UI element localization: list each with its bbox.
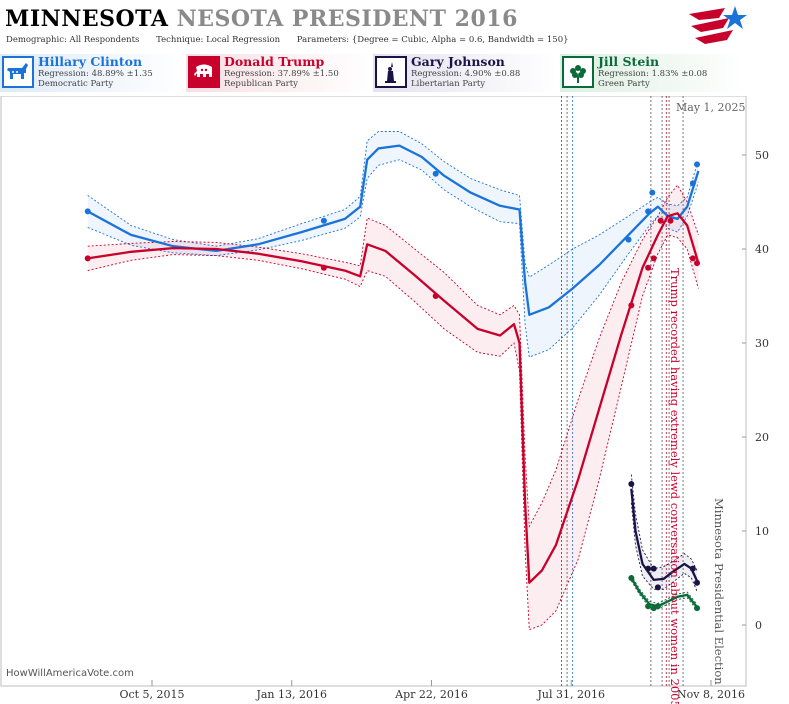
date-stamp: May 1, 2025 xyxy=(676,101,746,114)
plot-frame xyxy=(0,96,747,687)
poll-point[interactable] xyxy=(689,255,696,262)
parameters-label: Parameters: {Degree = Cubic, Alpha = 0.6… xyxy=(296,35,569,45)
poll-point[interactable] xyxy=(694,161,701,168)
band-lower-3 xyxy=(630,502,698,592)
poll-point[interactable] xyxy=(645,264,652,271)
poll-point[interactable] xyxy=(84,255,91,262)
candidate-stein[interactable]: Jill Stein Regression: 1.83% ±0.08 Green… xyxy=(560,54,745,92)
y-tick-label: 40 xyxy=(755,243,769,256)
y-tick-label: 30 xyxy=(755,337,769,350)
poll-point[interactable] xyxy=(649,189,656,196)
candidate-johnson[interactable]: Gary Johnson Regression: 4.90% ±0.88 Lib… xyxy=(373,54,558,92)
poll-point[interactable] xyxy=(432,293,439,299)
parameters-line: Demographic: All Respondents Technique: … xyxy=(6,35,583,45)
x-tick-label: Jan 13, 2016 xyxy=(255,688,327,701)
candidate-regression: Regression: 4.90% ±0.88 xyxy=(411,69,521,79)
confidence-band-3 xyxy=(631,474,697,592)
confidence-band-1 xyxy=(87,131,699,358)
candidate-party: Republican Party xyxy=(224,79,298,89)
x-tick-label: Nov 8, 2016 xyxy=(677,688,745,701)
technique-label: Technique: Local Regression xyxy=(156,35,281,45)
poll-point[interactable] xyxy=(645,208,652,215)
annotations: Trump recorded having extremely lewd con… xyxy=(668,268,726,704)
x-tick-label: Apr 22, 2016 xyxy=(394,688,468,701)
poll-point[interactable] xyxy=(667,217,674,224)
poll-point[interactable] xyxy=(628,481,635,487)
liberty-statue-icon xyxy=(375,56,407,88)
title-race: NESOTA PRESIDENT 2016 xyxy=(176,6,518,32)
trend-line-3 xyxy=(630,488,699,582)
poll-point[interactable] xyxy=(657,217,664,224)
candidate-regression: Regression: 48.89% ±1.35 xyxy=(38,69,153,79)
y-tick-label: 50 xyxy=(755,149,769,162)
poll-point[interactable] xyxy=(432,170,439,177)
trend-line-2 xyxy=(87,212,700,584)
page-title: MINNESOTA NESOTA PRESIDENT 2016 xyxy=(5,6,518,32)
header: MINNESOTA NESOTA PRESIDENT 2016 Demograp… xyxy=(0,0,789,52)
candidate-legend: Hillary Clinton Regression: 48.89% ±1.35… xyxy=(0,54,789,94)
candidate-name: Gary Johnson xyxy=(411,54,505,69)
poll-point[interactable] xyxy=(654,603,661,610)
poll-point[interactable] xyxy=(645,565,652,572)
trend-lines xyxy=(87,144,700,608)
poll-point[interactable] xyxy=(694,579,701,586)
candidate-regression: Regression: 37.89% ±1.50 xyxy=(224,69,339,79)
flower-icon xyxy=(562,56,594,88)
poll-point[interactable] xyxy=(628,302,635,309)
y-tick-label: 20 xyxy=(755,431,769,444)
poll-point[interactable] xyxy=(694,605,701,612)
poll-point[interactable] xyxy=(320,264,327,271)
poll-point[interactable] xyxy=(650,565,657,572)
candidate-name: Donald Trump xyxy=(224,54,325,69)
confidence-band-2 xyxy=(87,185,699,630)
poll-point[interactable] xyxy=(654,584,661,591)
candidate-clinton[interactable]: Hillary Clinton Regression: 48.89% ±1.35… xyxy=(0,54,185,92)
candidate-party: Green Party xyxy=(598,79,650,89)
candidate-name: Hillary Clinton xyxy=(38,54,143,69)
band-lower-2 xyxy=(87,234,699,631)
candidate-name: Jill Stein xyxy=(598,54,660,69)
candidate-party: Libertarian Party xyxy=(411,79,486,89)
poll-point[interactable] xyxy=(645,603,652,610)
poll-points xyxy=(84,161,701,612)
poll-point[interactable] xyxy=(320,217,327,224)
poll-point[interactable] xyxy=(625,236,632,243)
elephant-icon xyxy=(188,56,220,88)
annotation-label: Trump recorded having extremely lewd con… xyxy=(668,268,682,704)
band-lower-1 xyxy=(87,159,699,358)
poll-point[interactable] xyxy=(689,180,696,187)
y-tick-label: 0 xyxy=(755,619,762,632)
event-markers xyxy=(561,96,684,686)
footer-credit: HowWillAmericaVote.com xyxy=(6,668,134,679)
polling-chart: 0 10 20 30 40 50 Oct 5, 2015 Jan 13, 2016 Apr 2… xyxy=(0,96,769,704)
trend-line-1 xyxy=(87,144,700,316)
y-tick-label: 10 xyxy=(755,525,769,538)
x-tick-label: Oct 5, 2015 xyxy=(119,688,184,701)
poll-point[interactable] xyxy=(650,255,657,262)
y-axis: 0 10 20 30 40 50 xyxy=(742,149,769,632)
candidate-party: Democratic Party xyxy=(38,79,114,89)
x-tick-label: Jul 31, 2016 xyxy=(537,688,606,701)
site-logo xyxy=(689,6,747,44)
demographic-label: Demographic: All Respondents xyxy=(6,35,140,45)
donkey-icon xyxy=(2,56,34,88)
x-axis: Oct 5, 2015 Jan 13, 2016 Apr 22, 2016 Jul 3… xyxy=(119,680,745,701)
band-upper-2 xyxy=(87,184,699,528)
candidate-trump[interactable]: Donald Trump Regression: 37.89% ±1.50 Re… xyxy=(186,54,371,92)
annotation-label: Minnesota Presidential Election xyxy=(712,498,726,685)
poll-point[interactable] xyxy=(694,260,701,267)
title-state: MINNESOTA xyxy=(5,6,169,32)
band-upper-1 xyxy=(87,131,699,278)
poll-point[interactable] xyxy=(84,208,91,215)
candidate-regression: Regression: 1.83% ±0.08 xyxy=(598,69,708,79)
poll-point[interactable] xyxy=(628,575,635,581)
trend-line-4 xyxy=(630,577,698,608)
poll-point[interactable] xyxy=(689,565,696,572)
